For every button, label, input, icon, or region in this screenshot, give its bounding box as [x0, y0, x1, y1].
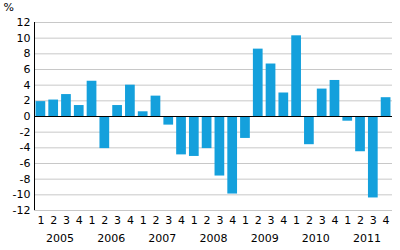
svg-text:-2: -2: [20, 126, 31, 139]
svg-text:8: 8: [24, 47, 31, 60]
svg-text:2009: 2009: [251, 232, 279, 245]
svg-text:2: 2: [255, 214, 262, 227]
svg-text:4: 4: [24, 79, 31, 92]
svg-text:3: 3: [63, 214, 70, 227]
svg-text:2: 2: [101, 214, 108, 227]
svg-text:3: 3: [216, 214, 223, 227]
svg-text:2: 2: [306, 214, 313, 227]
svg-text:2005: 2005: [46, 232, 74, 245]
svg-text:6: 6: [24, 63, 31, 76]
svg-text:4: 4: [76, 214, 83, 227]
svg-text:2011: 2011: [353, 232, 381, 245]
svg-text:3: 3: [165, 214, 172, 227]
svg-text:12: 12: [17, 16, 31, 29]
svg-text:1: 1: [293, 214, 300, 227]
svg-text:-10: -10: [13, 188, 31, 201]
svg-text:-6: -6: [20, 157, 31, 170]
svg-text:4: 4: [331, 214, 338, 227]
svg-text:1: 1: [140, 214, 147, 227]
svg-text:2006: 2006: [97, 232, 125, 245]
svg-text:2: 2: [357, 214, 364, 227]
svg-text:1: 1: [191, 214, 198, 227]
svg-text:3: 3: [268, 214, 275, 227]
svg-text:-12: -12: [13, 204, 31, 217]
svg-text:2008: 2008: [200, 232, 228, 245]
svg-text:-8: -8: [20, 173, 31, 186]
svg-text:4: 4: [229, 214, 236, 227]
svg-text:2: 2: [204, 214, 211, 227]
svg-text:3: 3: [114, 214, 121, 227]
svg-text:3: 3: [319, 214, 326, 227]
svg-text:4: 4: [178, 214, 185, 227]
svg-text:2: 2: [24, 94, 31, 107]
svg-text:4: 4: [280, 214, 287, 227]
svg-text:3: 3: [370, 214, 377, 227]
svg-text:0: 0: [24, 110, 31, 123]
svg-text:-4: -4: [20, 141, 31, 154]
svg-text:%: %: [4, 1, 14, 14]
svg-text:10: 10: [17, 32, 31, 45]
svg-text:2: 2: [152, 214, 159, 227]
svg-text:2: 2: [50, 214, 57, 227]
svg-text:4: 4: [127, 214, 134, 227]
svg-text:4: 4: [383, 214, 390, 227]
svg-text:2007: 2007: [148, 232, 176, 245]
svg-text:2010: 2010: [302, 232, 330, 245]
svg-text:1: 1: [242, 214, 249, 227]
svg-text:1: 1: [89, 214, 96, 227]
svg-text:1: 1: [37, 214, 44, 227]
svg-text:1: 1: [344, 214, 351, 227]
